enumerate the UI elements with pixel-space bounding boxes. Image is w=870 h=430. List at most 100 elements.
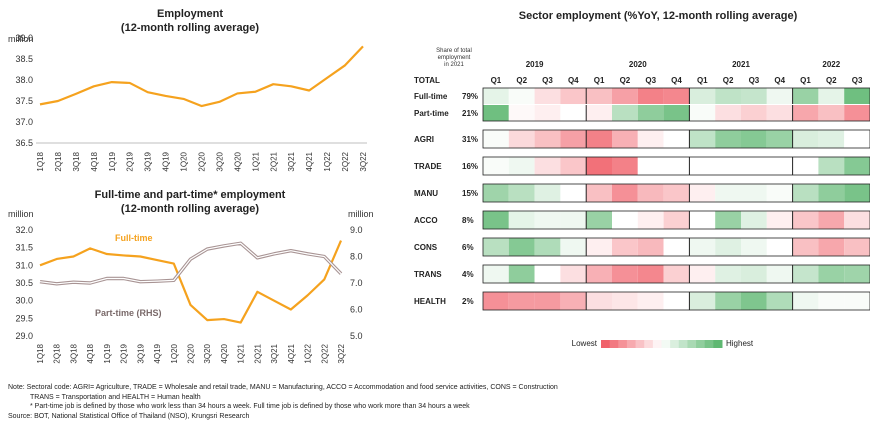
employment-x-tick: 1Q20 (180, 151, 189, 171)
heatmap-cell (689, 105, 716, 121)
source-line: Source: BOT, National Statistical Office… (8, 412, 250, 420)
heatmap-scale-step (696, 340, 706, 348)
ftpt-x-tick: 1Q22 (304, 343, 313, 363)
employment-x-tick: 3Q18 (72, 151, 81, 171)
scale-highest-label: Highest (726, 339, 754, 348)
heatmap-cell (818, 238, 845, 256)
ftpt-y-tick: 30.0 (15, 296, 33, 306)
ftpt-chart-title: Full-time and part-time* employment (95, 189, 286, 201)
heatmap-quarter-label: Q1 (491, 76, 502, 85)
heatmap-cell (586, 292, 612, 310)
heatmap-year-label: 2020 (629, 60, 647, 69)
ftpt-x-tick: 3Q22 (337, 343, 346, 363)
employment-x-tick: 2Q21 (269, 151, 278, 171)
heatmap-quarter-label: Q4 (774, 76, 785, 85)
heatmap-cell (792, 292, 819, 310)
heatmap-cell (560, 88, 587, 104)
heatmap-row-share: 79% (462, 92, 478, 101)
heatmap-cell (586, 105, 612, 121)
heatmap-row-label: TRANS (414, 270, 442, 279)
heatmap-cell (689, 211, 716, 229)
heatmap-cell (612, 105, 638, 121)
heatmap-cell (612, 211, 638, 229)
employment-x-tick: 4Q18 (90, 151, 99, 171)
heatmap-cell (818, 130, 845, 148)
heatmap-row-label: CONS (414, 243, 438, 252)
heatmap-quarter-label: Q2 (826, 76, 837, 85)
ftpt-y-tick: 29.0 (15, 331, 33, 341)
heatmap-cell (844, 105, 870, 121)
ftpt-x-tick: 1Q21 (237, 343, 246, 363)
heatmap-cell (560, 157, 587, 175)
heatmap-row-border (482, 264, 870, 284)
heatmap-cell (612, 238, 638, 256)
heatmap-cell (534, 88, 561, 104)
ftpt-x-tick: 2Q22 (320, 343, 329, 363)
heatmap-cell (689, 265, 716, 283)
ftpt-x-tick: 3Q19 (136, 343, 145, 363)
heatmap-cell (689, 184, 716, 202)
heatmap-row-share: 16% (462, 162, 478, 171)
parttime-series-line-inner (39, 242, 342, 285)
heatmap-row-label: MANU (414, 189, 438, 198)
employment-x-tick: 2Q22 (341, 151, 350, 171)
heatmap-quarter-label: Q2 (620, 76, 631, 85)
heatmap-scale-step (601, 340, 611, 348)
heatmap-cell (508, 184, 535, 202)
heatmap-cell (766, 265, 793, 283)
heatmap-row-label: TRADE (414, 162, 442, 171)
heatmap-cell (560, 265, 587, 283)
heatmap-cell (663, 184, 690, 202)
heatmap-scale-step (618, 340, 628, 348)
ftpt-x-tick: 2Q21 (253, 343, 262, 363)
heatmap-quarter-label: Q1 (697, 76, 708, 85)
fulltime-series-label: Full-time (115, 233, 153, 243)
heatmap-cell (792, 184, 819, 202)
share-header-1: Share of total (436, 48, 472, 54)
heatmap-cell (818, 105, 845, 121)
heatmap-scale-step (670, 340, 680, 348)
heatmap-cell (637, 88, 664, 104)
scale-lowest-label: Lowest (572, 339, 598, 348)
heatmap-cell (586, 157, 612, 175)
heatmap-quarter-label: Q3 (645, 76, 656, 85)
heatmap-cell (508, 88, 535, 104)
heatmap-cell (612, 265, 638, 283)
heatmap-cell (663, 105, 690, 121)
ftpt-x-tick: 4Q20 (220, 343, 229, 363)
heatmap-cell (586, 130, 612, 148)
heatmap-cell (560, 211, 587, 229)
heatmap-row-label: Part-time (414, 109, 449, 118)
heatmap-cell (586, 265, 612, 283)
heatmap-cell (560, 130, 587, 148)
heatmap-cell (612, 292, 638, 310)
employment-chart-title: Employment (157, 8, 223, 20)
heatmap-quarter-label: Q2 (723, 76, 734, 85)
note-line-3: * Part-time job is defined by those who … (30, 403, 470, 411)
ftpt-y-tick: 32.0 (15, 225, 33, 235)
heatmap-row-share: 4% (462, 270, 474, 279)
heatmap-cell (586, 211, 612, 229)
ftpt-x-tick: 1Q20 (170, 343, 179, 363)
heatmap-scale-step (644, 340, 654, 348)
heatmap-row-share: 8% (462, 216, 474, 225)
heatmap-cell (534, 105, 561, 121)
heatmap-cell (689, 292, 716, 310)
heatmap-cell (483, 211, 509, 229)
heatmap-cell (534, 238, 561, 256)
heatmap-cell (715, 105, 741, 121)
employment-y-tick: 37.0 (15, 117, 33, 127)
heatmap-cell (637, 184, 664, 202)
heatmap-quarter-label: Q4 (568, 76, 579, 85)
heatmap-scale-step (626, 340, 637, 348)
ftpt-y2-unit: million (348, 209, 374, 219)
heatmap-quarter-label: Q3 (852, 76, 863, 85)
heatmap-cell (844, 88, 870, 104)
heatmap-cell (663, 157, 690, 175)
heatmap-cell (766, 157, 793, 175)
ftpt-y2-tick: 6.0 (350, 305, 363, 315)
heatmap-cell (818, 88, 845, 104)
ftpt-x-tick: 2Q18 (53, 343, 62, 363)
heatmap-cell (792, 105, 819, 121)
heatmap-cell (637, 105, 664, 121)
